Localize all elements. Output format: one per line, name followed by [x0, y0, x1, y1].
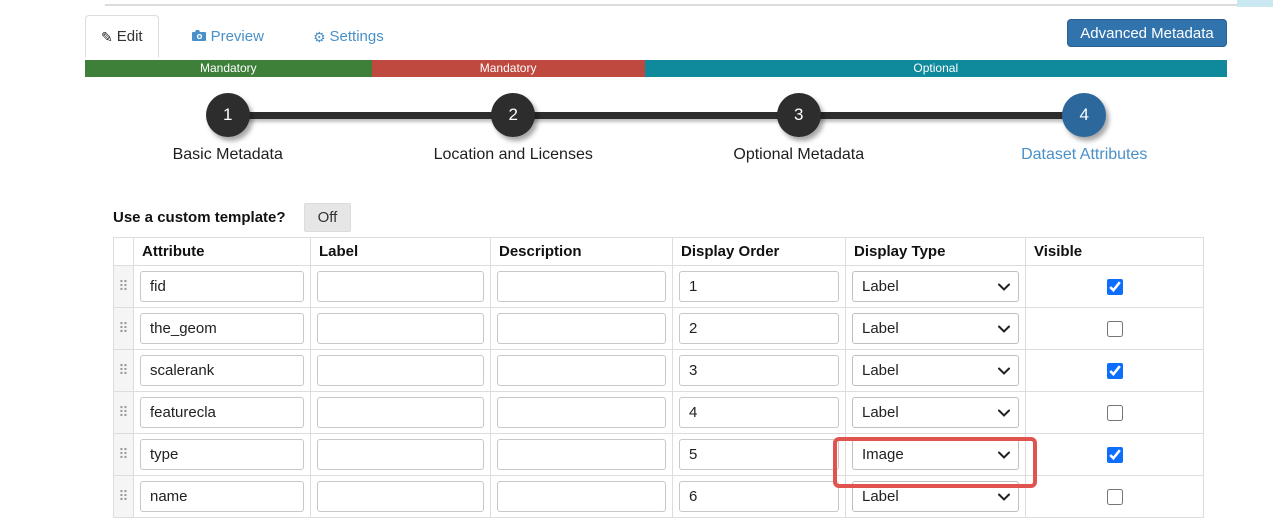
- custom-template-row: Use a custom template? Off: [113, 203, 352, 232]
- drag-handle[interactable]: ⠿: [113, 391, 134, 434]
- header-display-type: Display Type: [845, 237, 1026, 266]
- progress-segment-optional: Optional: [644, 60, 1227, 77]
- drag-handle[interactable]: ⠿: [113, 475, 134, 518]
- step-optional-metadata: 3 Optional Metadata: [656, 90, 942, 172]
- header-description: Description: [490, 237, 673, 266]
- scrollbar-thumb[interactable]: [1237, 0, 1273, 7]
- display-order-input[interactable]: [679, 481, 839, 512]
- stepper-connector-line: [228, 112, 1085, 119]
- header-label: Label: [310, 237, 491, 266]
- top-divider-line: [105, 4, 1237, 6]
- display-type-select[interactable]: Label: [852, 313, 1019, 344]
- attribute-label-input[interactable]: [317, 397, 484, 428]
- display-type-select[interactable]: Label: [852, 481, 1019, 512]
- visible-checkbox[interactable]: [1107, 320, 1123, 337]
- header-attribute: Attribute: [133, 237, 311, 266]
- drag-handle[interactable]: ⠿: [113, 349, 134, 392]
- progress-segment-mandatory-1: Mandatory: [85, 60, 372, 77]
- display-order-input[interactable]: [679, 355, 839, 386]
- gear-icon: ⚙: [312, 28, 326, 45]
- step-dataset-attributes: 4 Dataset Attributes: [942, 90, 1228, 172]
- attribute-label-input[interactable]: [317, 271, 484, 302]
- tab-settings-label: Settings: [329, 28, 384, 45]
- display-order-input[interactable]: [679, 271, 839, 302]
- display-order-input[interactable]: [679, 313, 839, 344]
- visible-checkbox[interactable]: [1107, 446, 1123, 463]
- tab-preview-label: Preview: [210, 28, 264, 45]
- attribute-description-input[interactable]: [497, 271, 666, 302]
- custom-template-toggle-button[interactable]: Off: [303, 203, 352, 232]
- step-basic-metadata: 1 Basic Metadata: [85, 90, 371, 172]
- display-type-select[interactable]: Label: [852, 397, 1019, 428]
- attribute-name-input[interactable]: [140, 481, 304, 512]
- header-visible: Visible: [1025, 237, 1204, 266]
- attribute-table-row: ⠿ Label: [113, 391, 1204, 434]
- attribute-name-input[interactable]: [140, 439, 304, 470]
- attribute-description-input[interactable]: [497, 313, 666, 344]
- camera-icon: [191, 29, 207, 44]
- display-type-select[interactable]: Label: [852, 271, 1019, 302]
- advanced-metadata-button[interactable]: Advanced Metadata: [1067, 19, 1227, 47]
- step-3-circle[interactable]: 3: [776, 93, 821, 137]
- step-3-label: Optional Metadata: [733, 146, 865, 163]
- attribute-table-row: ⠿ Label: [113, 265, 1204, 308]
- visible-checkbox[interactable]: [1107, 488, 1123, 505]
- progress-segment-mandatory-2: Mandatory: [371, 60, 645, 77]
- step-2-label: Location and Licenses: [433, 146, 593, 163]
- header-display-order: Display Order: [672, 237, 846, 266]
- pencil-icon: ✎: [101, 28, 113, 45]
- attribute-name-input[interactable]: [140, 313, 304, 344]
- attribute-name-input[interactable]: [140, 355, 304, 386]
- attribute-label-input[interactable]: [317, 355, 484, 386]
- display-order-input[interactable]: [679, 439, 839, 470]
- attribute-description-input[interactable]: [497, 439, 666, 470]
- step-4-label: Dataset Attributes: [1021, 146, 1148, 163]
- tab-edit-label: Edit: [116, 28, 143, 45]
- visible-checkbox[interactable]: [1107, 404, 1123, 421]
- wizard-stepper: 1 Basic Metadata 2 Location and Licenses…: [85, 90, 1227, 172]
- attribute-name-input[interactable]: [140, 397, 304, 428]
- visible-checkbox[interactable]: [1107, 278, 1123, 295]
- drag-handle[interactable]: ⠿: [113, 265, 134, 308]
- display-type-select[interactable]: Label: [852, 355, 1019, 386]
- attribute-description-input[interactable]: [497, 355, 666, 386]
- attribute-label-input[interactable]: [317, 313, 484, 344]
- attribute-table-row: ⠿ Label: [113, 349, 1204, 392]
- step-1-circle[interactable]: 1: [205, 93, 250, 137]
- custom-template-question: Use a custom template?: [113, 209, 286, 226]
- attribute-label-input[interactable]: [317, 481, 484, 512]
- visible-checkbox[interactable]: [1107, 362, 1123, 379]
- step-2-circle[interactable]: 2: [491, 93, 536, 137]
- attribute-name-input[interactable]: [140, 271, 304, 302]
- display-type-select[interactable]: Image: [852, 439, 1019, 470]
- display-order-input[interactable]: [679, 397, 839, 428]
- attribute-description-input[interactable]: [497, 481, 666, 512]
- tab-edit[interactable]: ✎ Edit: [85, 15, 159, 58]
- attribute-label-input[interactable]: [317, 439, 484, 470]
- attributes-table: Attribute Label Description Display Orde…: [113, 237, 1204, 518]
- drag-handle-column-header: [113, 237, 134, 266]
- drag-handle[interactable]: ⠿: [113, 433, 134, 476]
- attribute-table-row: ⠿ Label: [113, 307, 1204, 350]
- tab-preview[interactable]: Preview: [176, 15, 280, 58]
- attribute-table-row: ⠿ Image: [113, 433, 1204, 476]
- attribute-description-input[interactable]: [497, 397, 666, 428]
- table-header-row: Attribute Label Description Display Orde…: [113, 237, 1204, 266]
- metadata-tab-bar: ✎ Edit Preview ⚙ Settings: [85, 15, 417, 58]
- completeness-progress-bar: Mandatory Mandatory Optional: [85, 60, 1227, 77]
- step-4-circle[interactable]: 4: [1062, 93, 1107, 137]
- attribute-table-row: ⠿ Label: [113, 475, 1204, 518]
- step-1-label: Basic Metadata: [172, 146, 283, 163]
- drag-handle[interactable]: ⠿: [113, 307, 134, 350]
- tab-settings[interactable]: ⚙ Settings: [297, 15, 400, 58]
- step-location-licenses: 2 Location and Licenses: [371, 90, 657, 172]
